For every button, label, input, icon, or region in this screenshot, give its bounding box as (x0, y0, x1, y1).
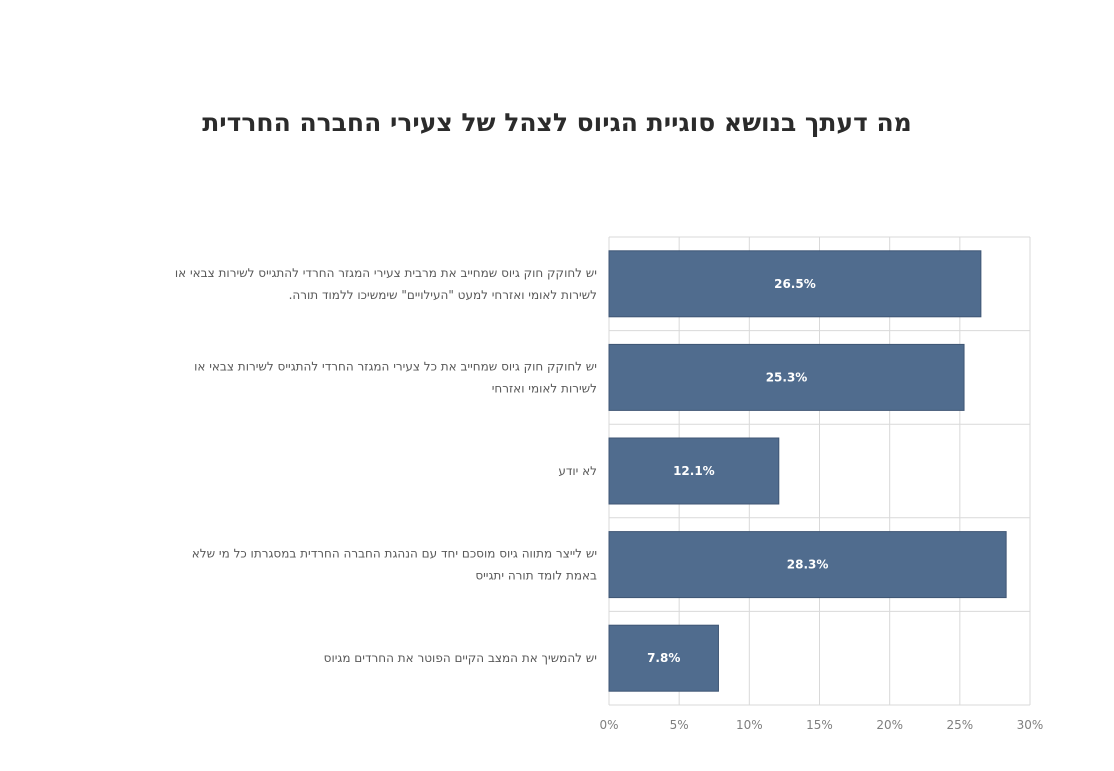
x-tick-label: 25% (946, 718, 973, 732)
bar-value-label: 26.5% (774, 277, 816, 291)
bar (608, 624, 719, 692)
bar (608, 343, 965, 411)
bar (608, 250, 982, 318)
bar (608, 437, 780, 505)
chart-title: מה דעתך בנושא סוגיית הגיוס לצהל של צעירי… (202, 108, 912, 137)
bar-value-label: 7.8% (647, 651, 680, 665)
category-label: יש להמשיך את המצב הקיים הפוטר את החרדים … (324, 651, 597, 665)
x-tick-label: 10% (736, 718, 763, 732)
category-label: לשירות לאומי ואזרחי למעט "העילויים" שימש… (289, 288, 597, 302)
x-tick-label: 15% (806, 718, 833, 732)
bar-value-label: 12.1% (673, 464, 715, 478)
category-label: יש לחוקק חוק גיוס שמחייב את מרבית צעירי … (175, 266, 597, 280)
category-label: לשירות לאומי ואזרחי (492, 381, 597, 395)
category-label: יש לחוקק חוק גיוס שמחייב את כל צעירי המג… (194, 359, 597, 373)
bar (608, 531, 1007, 599)
x-tick-label: 20% (876, 718, 903, 732)
x-tick-label: 5% (670, 718, 689, 732)
x-tick-label: 30% (1017, 718, 1044, 732)
category-label: באמת לומד תורה יתגייס (475, 569, 597, 583)
bar-value-label: 28.3% (787, 558, 829, 572)
x-tick-label: 0% (599, 718, 618, 732)
category-label: יש לייצר מתווה גיוס מוסכם יחד עם הנהגת ה… (192, 547, 597, 561)
bar-value-label: 25.3% (766, 370, 808, 384)
category-label: לא יודע (558, 464, 597, 478)
